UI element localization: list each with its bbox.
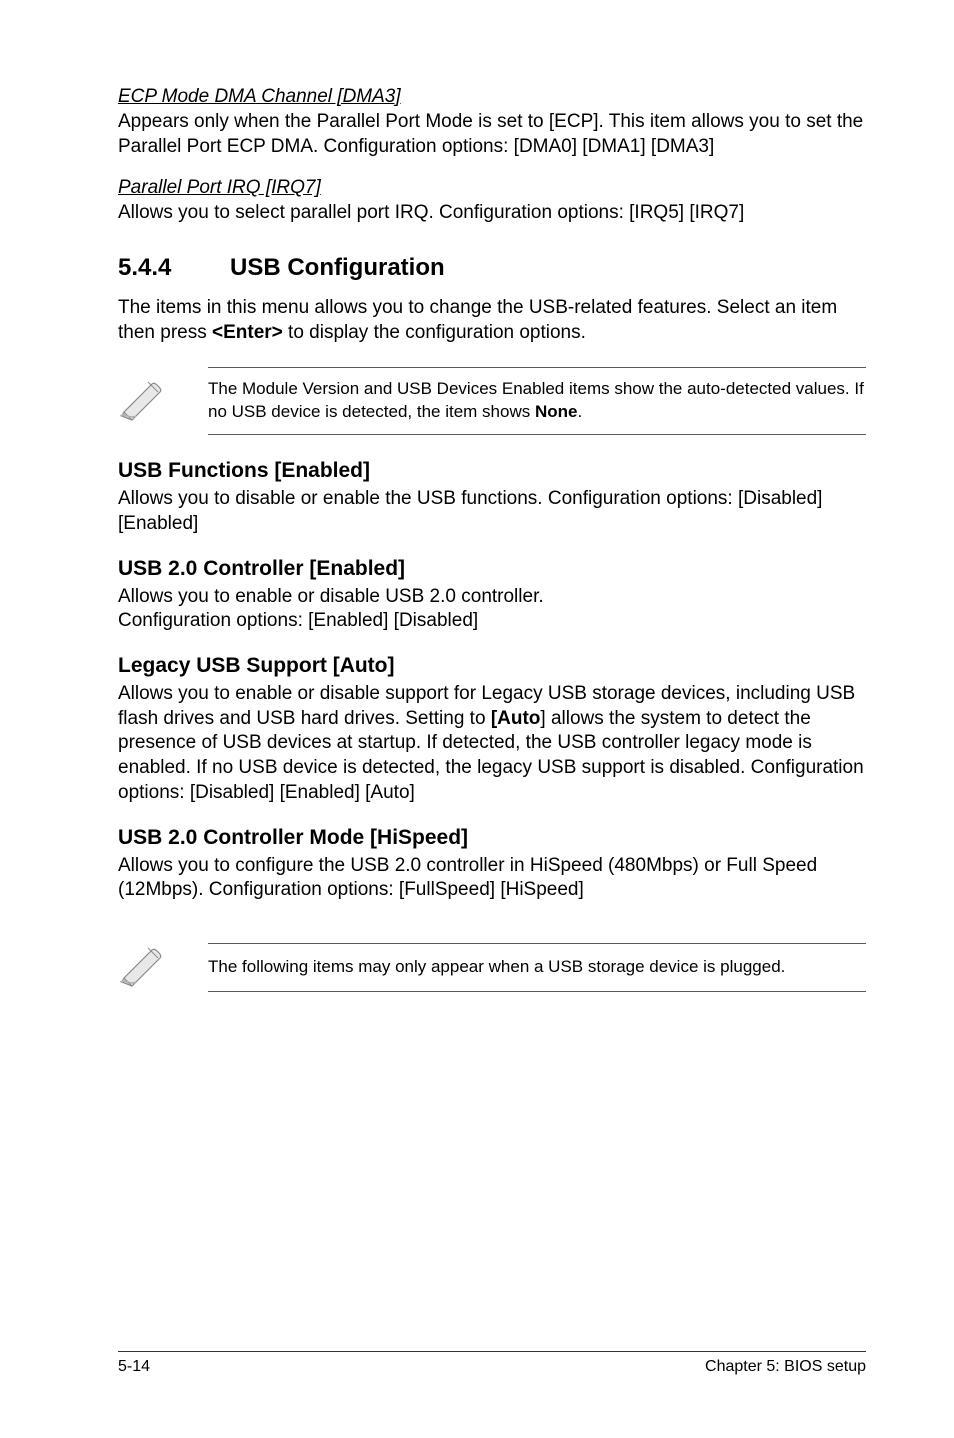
- footer-chapter: Chapter 5: BIOS setup: [705, 1358, 866, 1376]
- note1-bold: None: [535, 402, 578, 421]
- intro-bold: <Enter>: [212, 322, 283, 343]
- usb20-body2: Configuration options: [Enabled] [Disabl…: [118, 610, 478, 631]
- pencil-icon: [118, 946, 202, 988]
- footer-page-number: 5-14: [118, 1358, 150, 1376]
- intro-part2: to display the configuration options.: [283, 322, 586, 343]
- parallel-port-heading: Parallel Port IRQ [IRQ7]: [118, 177, 866, 199]
- usb20-mode-body: Allows you to configure the USB 2.0 cont…: [118, 854, 866, 903]
- usb20-mode-heading: USB 2.0 Controller Mode [HiSpeed]: [118, 826, 866, 850]
- legacy-usb-body: Allows you to enable or disable support …: [118, 682, 866, 805]
- usb-functions-body: Allows you to disable or enable the USB …: [118, 487, 866, 536]
- note-1-text: The Module Version and USB Devices Enabl…: [208, 378, 866, 424]
- usb-functions-heading: USB Functions [Enabled]: [118, 459, 866, 483]
- legacy-bold: [Auto: [491, 708, 541, 729]
- section-number: 5.4.4: [118, 254, 230, 282]
- parallel-port-body: Allows you to select parallel port IRQ. …: [118, 201, 866, 226]
- section-title: USB Configuration: [230, 254, 445, 282]
- note-block-2: The following items may only appear when…: [118, 943, 866, 992]
- section-heading-row: 5.4.4 USB Configuration: [118, 254, 866, 282]
- note1-part2: .: [577, 402, 582, 421]
- section-intro: The items in this menu allows you to cha…: [118, 296, 866, 345]
- usb20-controller-body: Allows you to enable or disable USB 2.0 …: [118, 585, 866, 634]
- note-block-1: The Module Version and USB Devices Enabl…: [118, 367, 866, 435]
- usb20-body1: Allows you to enable or disable USB 2.0 …: [118, 586, 544, 607]
- ecp-mode-heading: ECP Mode DMA Channel [DMA3]: [118, 86, 866, 108]
- page-footer: 5-14 Chapter 5: BIOS setup: [118, 1351, 866, 1376]
- usb20-controller-heading: USB 2.0 Controller [Enabled]: [118, 557, 866, 581]
- ecp-mode-body: Appears only when the Parallel Port Mode…: [118, 110, 866, 159]
- legacy-usb-heading: Legacy USB Support [Auto]: [118, 654, 866, 678]
- note-2-text: The following items may only appear when…: [208, 956, 866, 979]
- pencil-icon: [118, 380, 202, 422]
